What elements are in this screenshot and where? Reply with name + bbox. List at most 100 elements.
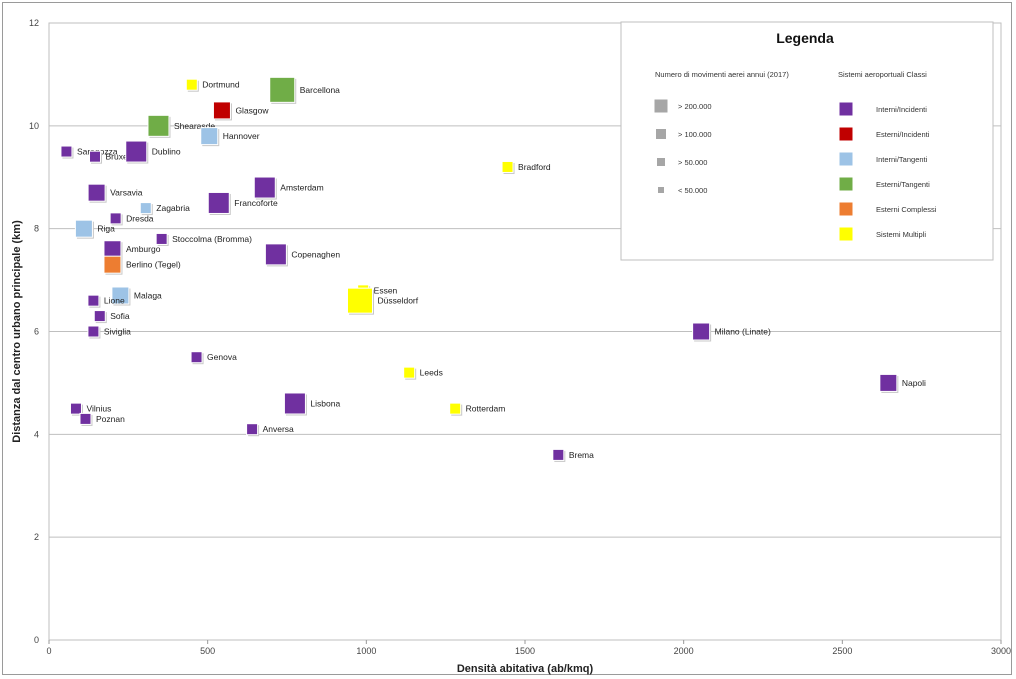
data-point xyxy=(879,373,899,393)
data-point xyxy=(501,160,515,174)
data-point xyxy=(74,219,94,239)
data-point xyxy=(403,366,417,380)
data-point xyxy=(552,448,566,462)
data-point-marker xyxy=(253,176,276,199)
legend-size-title: Numero di movimenti aerei annui (2017) xyxy=(655,70,789,79)
data-point-marker xyxy=(139,202,152,215)
data-point-marker xyxy=(692,322,711,341)
data-point xyxy=(93,310,107,324)
y-tick-label: 0 xyxy=(34,635,39,645)
data-point-marker xyxy=(207,191,230,214)
point-label: Hannover xyxy=(223,131,260,141)
legend-class-label: Esterni Complessi xyxy=(876,205,937,214)
data-point xyxy=(269,76,297,104)
data-point-marker xyxy=(125,140,148,163)
data-point xyxy=(125,140,149,164)
data-point-marker xyxy=(109,212,122,225)
legend-size-label: < 50.000 xyxy=(678,186,707,195)
data-point xyxy=(87,325,101,339)
legend-class-title: Sistemi aeroportuali Classi xyxy=(838,70,927,79)
point-label: Glasgow xyxy=(235,105,269,115)
data-point xyxy=(449,402,463,416)
data-point-marker xyxy=(246,423,259,436)
y-tick-label: 10 xyxy=(29,121,39,131)
data-point-marker xyxy=(87,325,100,338)
data-point xyxy=(147,114,171,138)
data-point xyxy=(190,351,204,365)
data-point-marker xyxy=(69,402,82,415)
legend: Legenda Numero di movimenti aerei annui (… xyxy=(620,21,994,261)
data-point xyxy=(692,322,712,342)
data-point-marker xyxy=(93,310,106,323)
data-point-marker xyxy=(87,294,100,307)
legend-class-swatch xyxy=(838,101,854,117)
data-point xyxy=(212,101,232,121)
legend-class-label: Sistemi Multipli xyxy=(876,230,926,239)
y-tick-label: 4 xyxy=(34,429,39,439)
data-point-marker xyxy=(155,232,168,245)
point-label: Napoli xyxy=(902,378,926,388)
point-label: Malaga xyxy=(134,291,162,301)
legend-size-label: > 200.000 xyxy=(678,102,712,111)
data-point xyxy=(139,202,153,216)
data-points: SaragozzaBruxellesDortmundBarcellonaGlas… xyxy=(60,76,926,462)
y-tick-label: 2 xyxy=(34,532,39,542)
y-axis-title: Distanza dal centro urbano principale (k… xyxy=(11,220,23,443)
point-label: Stoccolma (Bromma) xyxy=(172,234,252,244)
data-point-marker xyxy=(200,127,219,146)
data-point-marker xyxy=(74,219,93,238)
point-label: Copenaghen xyxy=(291,249,340,259)
data-point xyxy=(79,412,93,426)
legend-size-label: > 50.000 xyxy=(678,158,707,167)
point-label: Dresda xyxy=(126,213,154,223)
data-point xyxy=(246,423,260,437)
point-label: Berlino (Tegel) xyxy=(126,260,181,270)
legend-size-marker xyxy=(657,158,665,166)
data-point-marker xyxy=(103,240,122,259)
point-label: Bradford xyxy=(518,162,551,172)
legend-box xyxy=(620,21,994,261)
point-label: Barcellona xyxy=(300,85,340,95)
legend-size-label: > 100.000 xyxy=(678,130,712,139)
x-tick-label: 1000 xyxy=(356,646,376,656)
data-point xyxy=(69,402,83,416)
point-label: Dortmund xyxy=(202,80,240,90)
data-point-marker xyxy=(501,160,514,173)
data-point xyxy=(264,243,288,267)
data-point-marker xyxy=(283,392,306,415)
data-point xyxy=(346,287,374,315)
y-tick-label: 12 xyxy=(29,18,39,28)
point-label: Zagabria xyxy=(156,203,190,213)
data-point xyxy=(283,392,307,416)
legend-size-marker xyxy=(656,129,666,139)
data-point xyxy=(253,176,277,200)
data-point-marker xyxy=(190,351,203,364)
point-label: Bruxelles xyxy=(106,152,141,162)
data-point-marker xyxy=(264,243,287,266)
point-label: Dublino xyxy=(152,147,181,157)
data-point-marker xyxy=(269,76,296,103)
point-label: Lisbona xyxy=(310,398,340,408)
x-tick-label: 2000 xyxy=(674,646,694,656)
data-point xyxy=(111,286,131,306)
data-point xyxy=(200,127,220,147)
data-point xyxy=(207,191,231,215)
data-point xyxy=(103,255,123,275)
data-point-marker xyxy=(212,101,231,120)
point-label: Riga xyxy=(97,224,115,234)
point-label: Rotterdam xyxy=(466,404,506,414)
data-point-marker xyxy=(87,183,106,202)
legend-class-swatch xyxy=(838,176,854,192)
data-point xyxy=(155,232,169,246)
x-tick-label: 500 xyxy=(200,646,215,656)
legend-class-swatch xyxy=(838,226,854,242)
data-point-marker xyxy=(147,114,170,137)
point-label: Leeds xyxy=(420,368,443,378)
y-tick-label: 8 xyxy=(34,224,39,234)
point-label: Varsavia xyxy=(110,188,143,198)
legend-title: Legenda xyxy=(776,30,834,46)
legend-class-label: Esterni/Tangenti xyxy=(876,180,930,189)
x-tick-label: 2500 xyxy=(832,646,852,656)
legend-class-swatch xyxy=(838,201,854,217)
